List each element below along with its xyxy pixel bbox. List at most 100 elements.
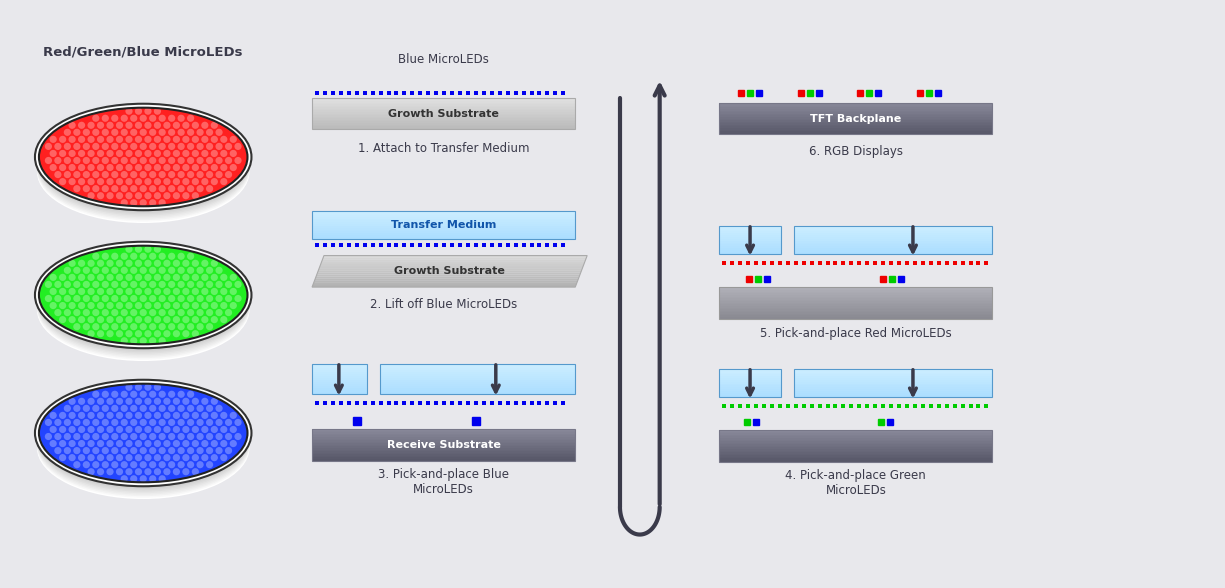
Circle shape [173, 122, 180, 129]
Circle shape [130, 199, 137, 206]
Circle shape [97, 178, 104, 185]
Ellipse shape [37, 396, 250, 499]
Circle shape [83, 295, 89, 302]
Ellipse shape [37, 107, 250, 210]
Circle shape [87, 164, 94, 171]
Circle shape [107, 178, 114, 185]
Circle shape [206, 281, 213, 288]
Circle shape [83, 405, 89, 412]
Circle shape [130, 390, 137, 398]
Bar [312, 434, 576, 435]
Circle shape [125, 164, 132, 171]
Text: 3. Pick-and-place Blue
MicroLEDs: 3. Pick-and-place Blue MicroLEDs [379, 469, 510, 496]
Circle shape [116, 136, 124, 143]
Bar [719, 375, 780, 376]
Circle shape [192, 150, 198, 157]
Circle shape [97, 302, 104, 309]
Circle shape [178, 419, 185, 426]
Circle shape [83, 309, 89, 316]
Bar [312, 222, 576, 224]
Bar [312, 120, 576, 122]
Circle shape [183, 316, 190, 323]
Circle shape [163, 440, 170, 447]
Bar [719, 371, 780, 373]
Bar [719, 109, 992, 111]
Bar [719, 112, 992, 114]
Circle shape [183, 397, 190, 405]
Circle shape [178, 447, 185, 454]
Bar [794, 382, 992, 383]
Circle shape [154, 288, 160, 295]
Circle shape [216, 295, 223, 302]
Circle shape [149, 129, 157, 136]
Circle shape [135, 316, 142, 323]
Circle shape [234, 295, 241, 302]
Bar [719, 133, 992, 134]
Bar [312, 429, 576, 460]
Bar [719, 123, 992, 125]
Bar [794, 387, 992, 389]
Circle shape [192, 302, 198, 309]
Text: Growth Substrate: Growth Substrate [394, 266, 505, 276]
Circle shape [135, 260, 142, 267]
Circle shape [107, 440, 114, 447]
Bar [719, 452, 992, 454]
Circle shape [196, 185, 203, 192]
Circle shape [87, 136, 94, 143]
Circle shape [116, 302, 124, 309]
Circle shape [201, 178, 208, 185]
Circle shape [49, 288, 56, 295]
Circle shape [173, 412, 180, 419]
Bar [719, 126, 992, 128]
Circle shape [87, 440, 94, 447]
Bar [312, 224, 576, 226]
Circle shape [173, 288, 180, 295]
Circle shape [192, 454, 198, 461]
Circle shape [154, 164, 160, 171]
Circle shape [64, 143, 71, 150]
Circle shape [83, 157, 89, 164]
Circle shape [145, 288, 152, 295]
Circle shape [220, 288, 228, 295]
Circle shape [196, 143, 203, 150]
Circle shape [59, 288, 66, 295]
Bar [794, 376, 992, 378]
Circle shape [178, 143, 185, 150]
Ellipse shape [37, 116, 250, 219]
Bar [312, 117, 576, 118]
Circle shape [125, 122, 132, 129]
Circle shape [225, 157, 233, 164]
Circle shape [206, 185, 213, 192]
Ellipse shape [37, 247, 250, 349]
Circle shape [74, 323, 81, 330]
Circle shape [140, 129, 147, 136]
Circle shape [97, 288, 104, 295]
Circle shape [102, 171, 109, 178]
Circle shape [64, 281, 71, 288]
Circle shape [229, 274, 236, 281]
Circle shape [78, 136, 86, 143]
Circle shape [130, 295, 137, 302]
Circle shape [120, 405, 127, 412]
Circle shape [216, 433, 223, 440]
Bar [312, 101, 576, 102]
Circle shape [69, 136, 76, 143]
Circle shape [107, 260, 114, 267]
Circle shape [211, 122, 218, 129]
Circle shape [229, 164, 236, 171]
Circle shape [201, 316, 208, 323]
Circle shape [196, 323, 203, 330]
Circle shape [92, 405, 99, 412]
Circle shape [59, 178, 66, 185]
Bar [312, 457, 576, 459]
Circle shape [149, 433, 157, 440]
Circle shape [140, 419, 147, 426]
Circle shape [120, 419, 127, 426]
Circle shape [216, 157, 223, 164]
Circle shape [135, 108, 142, 115]
Bar [794, 393, 992, 395]
Circle shape [220, 316, 228, 323]
Circle shape [229, 136, 236, 143]
Circle shape [140, 405, 147, 412]
Circle shape [187, 157, 195, 164]
